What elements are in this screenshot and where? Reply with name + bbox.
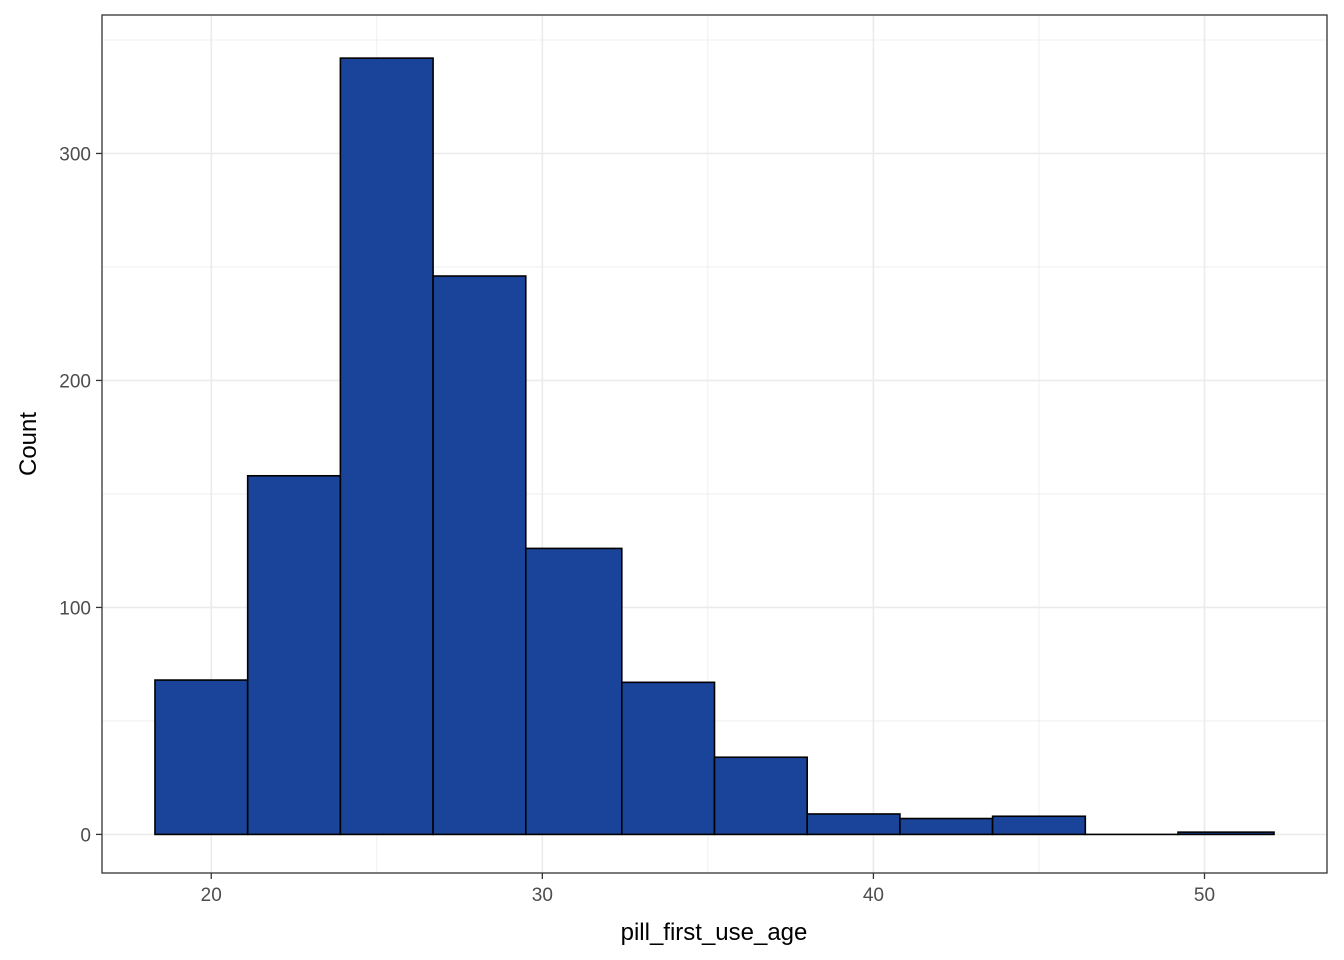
x-axis-ticks: 20 30 40 50 [201,873,1215,906]
histogram-bar-9 [899,817,994,836]
y-axis-title: Count [15,412,42,476]
y-tick-label: 200 [59,371,91,392]
x-tick-label: 20 [201,885,222,906]
histogram-bar-7 [713,756,809,836]
x-axis-title: pill_first_use_age [621,919,808,946]
x-tick-label: 40 [863,885,884,906]
histogram-bar-1 [154,679,249,836]
x-tick-label: 50 [1194,885,1215,906]
y-axis-ticks: 0 100 200 300 [59,144,102,846]
y-tick-label: 0 [80,825,91,846]
histogram-bar-3 [339,57,434,836]
histogram-bars [154,57,1275,836]
histogram-bar-12 [1177,831,1275,836]
histogram-bar-2 [246,474,342,836]
histogram-bar-8 [806,813,901,836]
panel-border [101,14,1328,874]
histogram-bar-5 [524,547,623,836]
histogram-bar-6 [620,681,716,836]
x-tick-label: 30 [532,885,553,906]
histogram-bar-10 [991,815,1087,836]
y-tick-label: 300 [59,144,91,165]
y-tick-label: 100 [59,598,91,619]
histogram-bar-4 [432,275,527,836]
